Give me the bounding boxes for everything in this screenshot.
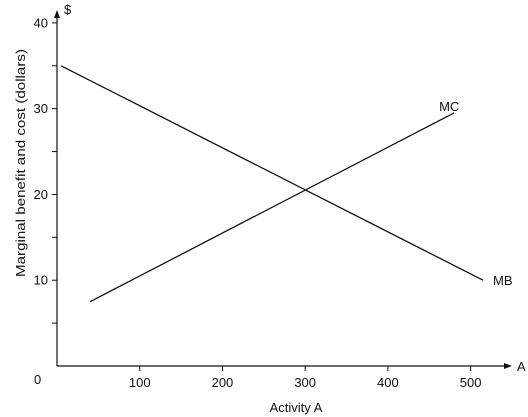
series-line-mb	[60, 65, 484, 281]
series-group: MC MB	[60, 65, 513, 303]
y-axis-arrow	[54, 10, 60, 18]
x-axis-symbol: A	[517, 359, 526, 374]
x-axis-arrow	[504, 363, 512, 369]
y-axis-title: Marginal benefit and cost (dollars)	[13, 49, 28, 277]
x-ticks: 100 200 300 400 500	[129, 366, 482, 390]
x-tick-label: 100	[129, 375, 151, 390]
y-tick-label: 20	[34, 187, 48, 202]
x-tick-label: 400	[377, 375, 399, 390]
y-tick-label: 40	[34, 15, 48, 30]
axes: $ A 0 Activity A Marginal benefit and co…	[13, 2, 526, 415]
x-tick-label: 300	[294, 375, 316, 390]
series-line-mc	[89, 112, 455, 303]
x-tick-label: 500	[460, 375, 482, 390]
x-axis-title: Activity A	[270, 400, 323, 415]
y-tick-label: 30	[34, 101, 48, 116]
series-label-mb: MB	[493, 273, 512, 288]
x-tick-label: 200	[212, 375, 234, 390]
y-axis-symbol: $	[64, 2, 72, 17]
y-tick-label: 10	[34, 273, 48, 288]
series-label-mc: MC	[439, 99, 459, 114]
origin-label: 0	[34, 372, 41, 387]
y-ticks: 10 20 30 40	[34, 15, 57, 324]
